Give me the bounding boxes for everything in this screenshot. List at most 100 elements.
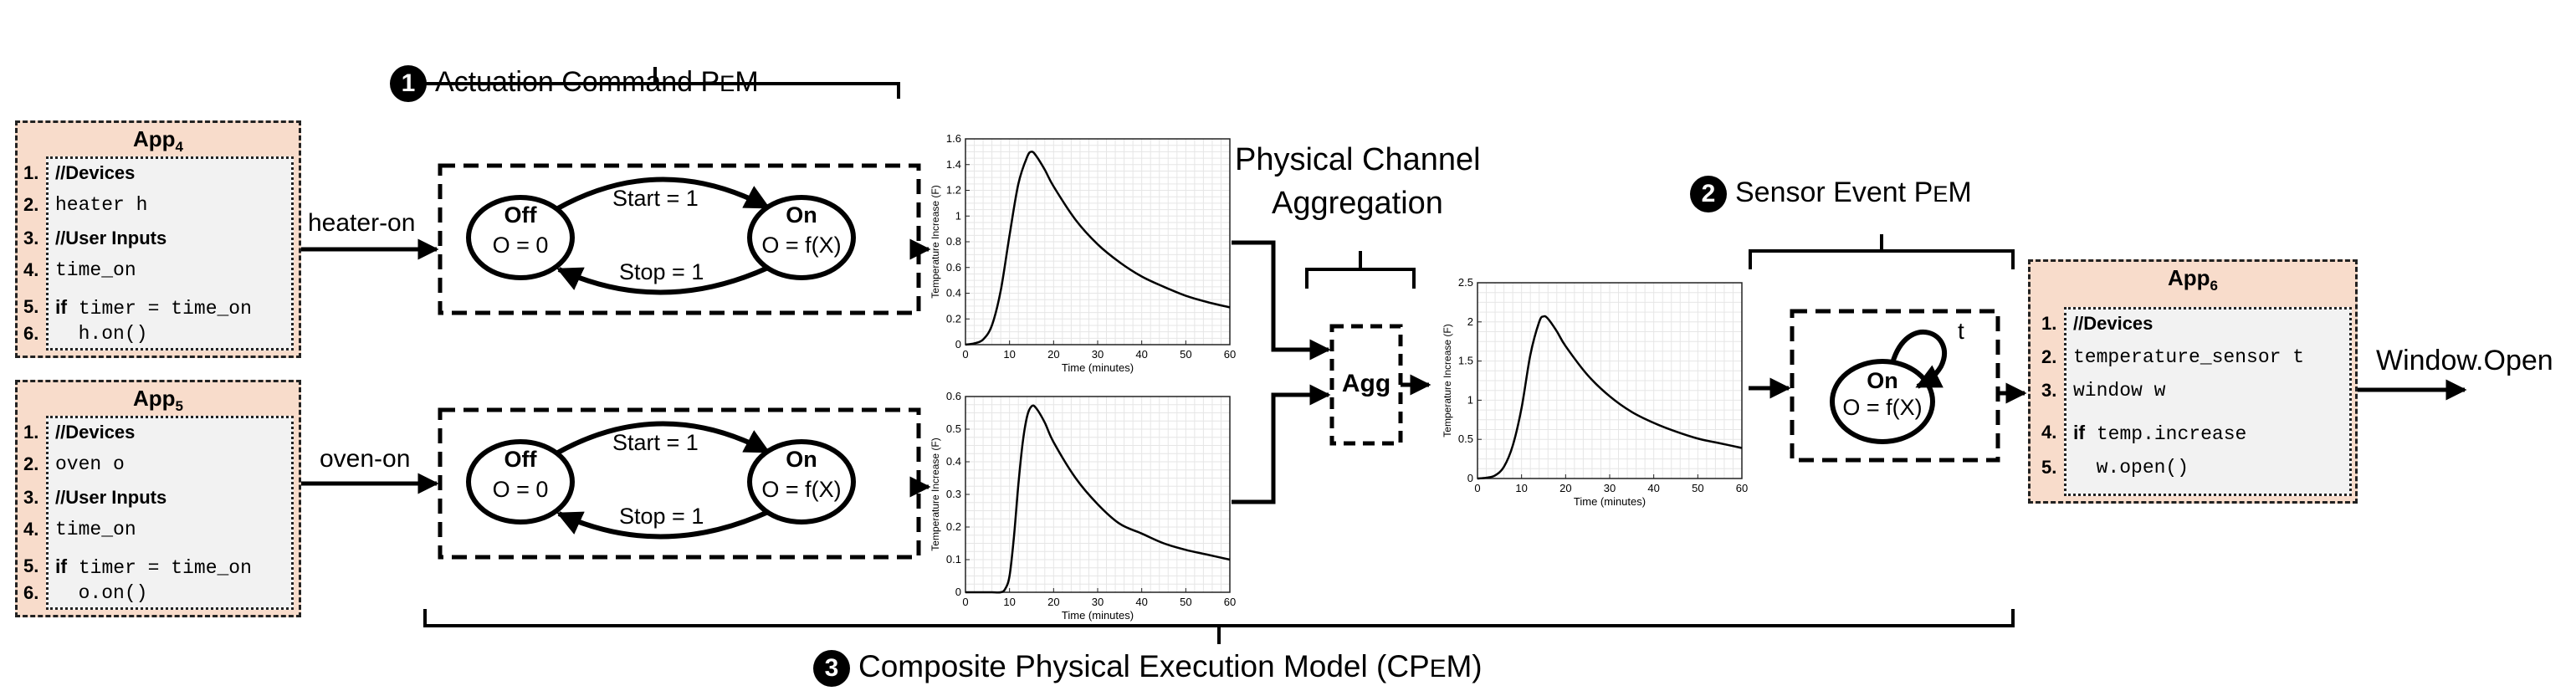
code-line: 1.//Devices — [23, 422, 136, 443]
y-tick-label: 2.5 — [1458, 276, 1473, 289]
code-line: 2. heater h — [23, 194, 148, 216]
sensor-pem-box — [1790, 309, 2000, 463]
agg-label: Agg — [1341, 370, 1391, 397]
code-line: 6. h.on() — [23, 323, 148, 345]
y-tick-label: 0.6 — [946, 261, 961, 274]
series-line — [965, 151, 1231, 346]
heater-on-label: heater-on — [308, 209, 416, 237]
x-tick-label: 60 — [1736, 482, 1748, 494]
x-tick-label: 0 — [962, 596, 968, 608]
sensor-pem-heading: 2 Sensor Event PEM — [1690, 176, 1972, 212]
y-tick-label: 1.6 — [946, 132, 961, 145]
oven-off-state — [466, 439, 575, 525]
code-line: 5. if timer = time_on — [23, 296, 252, 320]
y-tick-label: 2 — [1467, 315, 1473, 328]
heater-off-sub: O = 0 — [492, 233, 549, 258]
self-loop-label: t — [1958, 318, 1964, 344]
heater-on-sub: O = f(X) — [761, 233, 842, 258]
heater-on-state — [747, 195, 856, 280]
code-line: 1.//Devices — [23, 162, 136, 183]
sensor-on-title: On — [1867, 368, 1898, 393]
x-tick-label: 40 — [1135, 348, 1147, 361]
oven-stop-transition — [556, 509, 770, 540]
y-tick-label: 0 — [955, 338, 961, 351]
aggregation-bracket — [1305, 251, 1416, 289]
x-tick-label: 50 — [1180, 348, 1191, 361]
sensor-self-loop — [1890, 329, 1948, 389]
heater-start-transition — [555, 177, 771, 212]
heater-start-label: Start = 1 — [612, 186, 699, 211]
heater-plot-to-agg-arrow — [1232, 240, 1331, 361]
heater-off-state — [466, 195, 575, 280]
y-tick-label: 0 — [1467, 472, 1473, 484]
app4-title: App4 — [132, 126, 183, 156]
x-tick-label: 10 — [1003, 348, 1015, 361]
x-tick-label: 50 — [1692, 482, 1703, 494]
code-line: 3.//User Inputs — [23, 228, 167, 248]
x-tick-label: 20 — [1559, 482, 1571, 494]
y-tick-label: 0.5 — [1458, 432, 1473, 445]
code-line: 4. if temp.increase — [2041, 422, 2247, 445]
sensor-bracket — [1749, 234, 2015, 269]
oven-stop-label: Stop = 1 — [619, 504, 704, 529]
y-tick-label: 0.3 — [946, 488, 961, 500]
channel-heading-line1: Physical Channel — [1235, 142, 1481, 177]
x-tick-label: 10 — [1003, 596, 1015, 608]
x-tick-label: 10 — [1515, 482, 1527, 494]
series-line — [965, 404, 1231, 594]
sensor-on-sub: O = f(X) — [1842, 395, 1923, 420]
y-tick-label: 1.2 — [946, 184, 961, 197]
y-tick-label: 0.8 — [946, 235, 961, 248]
oven-off-title: Off — [504, 447, 537, 472]
y-tick-label: 1.4 — [946, 158, 961, 171]
code-line: 3.//User Inputs — [23, 487, 167, 508]
code-line: 1.//Devices — [2041, 313, 2153, 334]
app4-code: 1.//Devices 2. heater h 3.//User Inputs 4… — [23, 156, 294, 351]
heater-stop-transition — [556, 265, 770, 295]
code-line: 4. time_on — [23, 519, 136, 540]
actuation-pem-heading: 1 Actuation Command PEM — [390, 65, 759, 102]
series-line — [1477, 315, 1743, 480]
code-line: 6. o.on() — [23, 582, 148, 604]
app6-code: 1.//Devices 2. temperature_sensor t 3. win… — [2041, 307, 2352, 496]
app6-box: App6 1.//Devices 2. temperature_sensor t … — [2028, 259, 2358, 504]
y-tick-label: 1 — [955, 209, 961, 222]
x-tick-label: 50 — [1180, 596, 1191, 608]
x-tick-label: 0 — [1474, 482, 1480, 494]
x-axis-label: Time (minutes) — [1062, 609, 1134, 622]
oven-start-transition — [555, 421, 771, 456]
heater-plot: 0 10 20 30 40 50 60 0 0.2 0.4 0.6 0.8 1 1.2 1.4 1.6 Time… — [930, 132, 1236, 374]
code-line: 5. w.open() — [2041, 457, 2189, 478]
app6-title: App6 — [2167, 265, 2218, 294]
oven-plot: 0 10 20 30 40 50 60 0 0.1 0.2 0.3 0.4 0.5 0.6 Time (mi… — [930, 390, 1236, 622]
y-tick-label: 1 — [1467, 393, 1473, 406]
y-tick-label: 0.6 — [946, 390, 961, 402]
y-axis-label: Temperature Increase (F) — [930, 438, 941, 550]
oven-on-title: On — [786, 447, 817, 472]
oven-plot-to-agg-arrow — [1232, 384, 1331, 504]
oven-start-label: Start = 1 — [612, 430, 699, 455]
app5-code: 1.//Devices 2. oven o 3.//User Inputs 4. t… — [23, 416, 294, 610]
y-tick-label: 0 — [955, 586, 961, 598]
x-tick-label: 20 — [1047, 348, 1059, 361]
y-tick-label: 0.2 — [946, 520, 961, 533]
channel-heading-line2: Aggregation — [1272, 186, 1443, 221]
heater-off-title: Off — [504, 202, 537, 228]
badge-3: 3 — [813, 650, 850, 688]
y-axis-label: Temperature Increase (F) — [930, 185, 941, 298]
oven-on-sub: O = f(X) — [761, 477, 842, 502]
app5-box: App5 1.//Devices 2. oven o 3.//User Input… — [15, 380, 301, 617]
composite-bracket — [423, 609, 2015, 644]
y-tick-label: 0.5 — [946, 422, 961, 435]
code-line: 2. oven o — [23, 453, 125, 475]
heater-stop-label: Stop = 1 — [619, 259, 704, 284]
x-tick-label: 60 — [1224, 348, 1236, 361]
oven-on-state — [747, 439, 856, 525]
y-tick-label: 0.4 — [946, 287, 961, 299]
aggregate-plot: 0 10 20 30 40 50 60 0 0.5 1 1.5 2 2.5 Time (minutes) T… — [1442, 276, 1748, 508]
app5-title: App5 — [132, 386, 183, 415]
heater-on-title: On — [786, 202, 817, 228]
x-axis-label: Time (minutes) — [1574, 495, 1646, 508]
x-tick-label: 0 — [962, 348, 968, 361]
